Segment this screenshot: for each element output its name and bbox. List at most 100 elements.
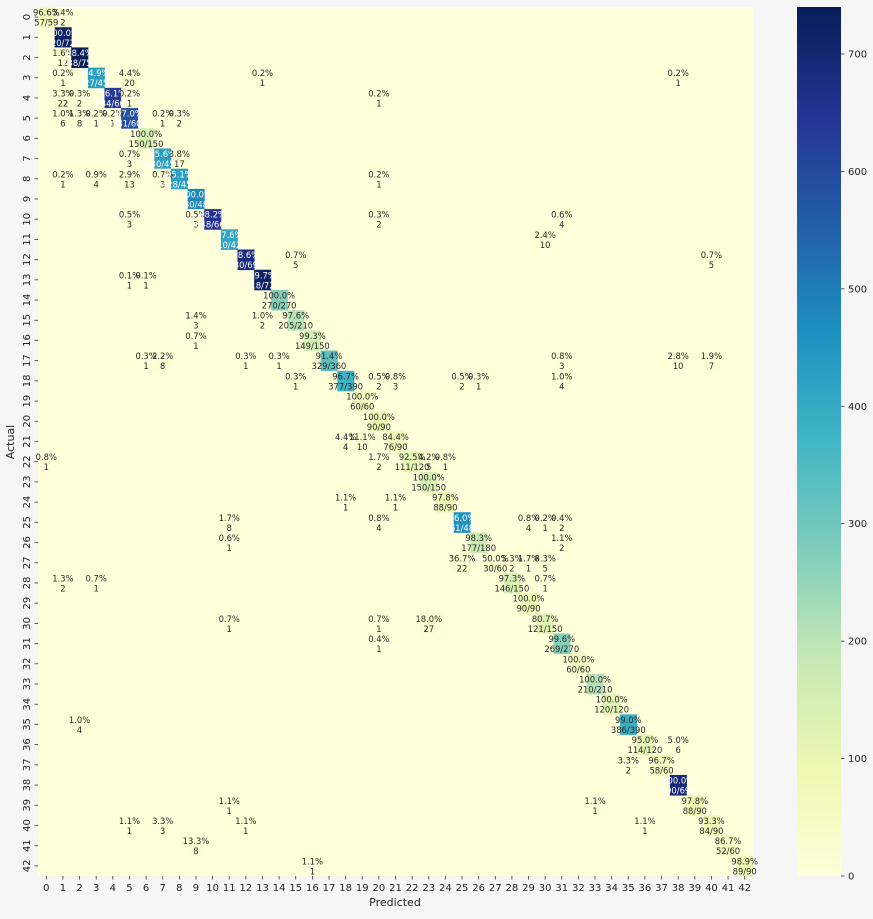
cell-percent-label: 0.3% [268,351,289,361]
cell-percent-label: 98.6% [233,250,260,260]
cell-count-label: 3 [193,220,198,230]
cell-percent-label: 1.7% [518,553,539,563]
heatmap-cell [370,370,388,392]
y-tick-label: 42 [22,860,33,873]
cell-count-label: 146/150 [494,583,529,593]
cell-percent-label: 1.0% [52,109,73,119]
heatmap-cell [353,390,371,412]
heatmap-cell [187,188,205,210]
y-tick-label: 5 [22,115,33,121]
heatmap-cell [486,552,504,574]
heatmap-cell [287,310,305,331]
cell-count-label: 430/450 [145,159,180,169]
y-tick-label: 27 [22,556,33,569]
heatmap-cell [137,269,155,291]
heatmap-cell [104,87,122,109]
heatmap-cell [54,27,72,48]
x-tick-label: 4 [110,883,116,894]
colorbar-tick-label: 600 [848,167,867,178]
heatmap-cell [703,249,721,271]
cell-count-label: 1 [642,826,647,836]
cell-count-label: 2 [376,220,381,230]
heatmap-cell [619,754,638,776]
heatmap-cell [470,532,488,554]
cell-count-label: 1 [243,826,248,836]
cell-count-label: 1 [227,543,232,553]
cell-percent-label: 100.0% [579,675,611,685]
cell-percent-label: 1.1% [335,493,356,503]
cell-count-label: 1 [676,78,681,88]
x-tick-label: 30 [539,883,552,894]
cell-count-label: 410/420 [212,240,247,250]
x-tick-label: 8 [176,883,182,894]
x-tick-label: 27 [489,883,502,894]
cell-count-label: 1 [526,563,531,573]
heatmap-cell [38,451,56,473]
cell-percent-label: 0.2% [668,68,689,78]
x-tick-label: 11 [223,883,236,894]
cell-count-label: 4 [343,442,348,452]
cell-count-label: 2 [77,98,82,108]
x-tick-label: 20 [373,883,386,894]
y-tick-label: 20 [22,415,33,428]
y-tick-label: 10 [22,213,33,226]
cell-percent-label: 3.3% [501,553,522,563]
cell-count-label: 10 [357,442,368,452]
y-tick-label: 17 [22,354,33,367]
cell-count-label: 60/60 [350,402,374,412]
cell-count-label: 3 [193,321,198,331]
heatmap-cell [719,835,737,857]
cell-count-label: 1 [393,503,398,513]
y-tick-label: 7 [22,155,33,161]
x-tick-label: 38 [672,883,685,894]
cell-count-label: 581/600 [112,119,147,129]
heatmap-cell [669,774,687,796]
cell-count-label: 88/90 [683,806,707,816]
heatmap-cell [370,168,388,190]
heatmap-cell [121,108,139,129]
cell-count-label: 4 [526,523,531,533]
cell-percent-label: 5.0% [668,735,689,745]
heatmap-cell [553,633,571,655]
cell-percent-label: 0.1% [135,270,156,280]
cell-count-label: 2 [626,765,631,775]
y-tick-label: 21 [22,435,33,448]
cell-count-label: 1 [94,119,99,129]
y-tick-label: 1 [22,34,33,40]
cell-percent-label: 100.0% [662,776,694,786]
y-tick-label: 38 [22,779,33,792]
cell-count-label: 150/150 [411,482,446,492]
heatmap-cell [669,350,687,372]
cell-percent-label: 0.8% [36,452,57,462]
cell-percent-label: 0.2% [152,109,173,119]
heatmap-cell [453,512,471,533]
cell-percent-label: 1.3% [52,573,73,583]
cell-percent-label: 97.6% [282,311,309,321]
cell-count-label: 1 [310,866,315,876]
cell-percent-label: 0.7% [185,331,206,341]
cell-count-label: 5 [426,462,431,472]
cell-percent-label: 98.2% [199,210,226,220]
cell-count-label: 111/120 [395,462,430,472]
y-tick-label: 29 [22,597,33,610]
heatmap-cell [54,47,72,69]
heatmap-cell [636,734,654,756]
cell-percent-label: 96.6% [33,8,60,18]
cell-count-label: 3 [127,159,132,169]
cell-percent-label: 97.3% [499,573,526,583]
cell-percent-label: 0.8% [551,351,572,361]
cell-count-label: 150/150 [129,139,164,149]
heatmap-cell [686,795,704,816]
cell-percent-label: 0.5% [185,210,206,220]
cell-count-label: 13 [124,179,135,189]
x-tick-label: 13 [256,883,269,894]
cell-count-label: 1 [60,179,65,189]
cell-count-label: 22 [457,563,468,573]
cell-count-label: 1 [376,98,381,108]
cell-count-label: 269/270 [544,644,579,654]
x-tick-label: 39 [688,883,701,894]
cell-count-label: 2 [60,18,65,28]
cell-count-label: 680/690 [228,260,263,270]
heatmap-cell [370,512,388,533]
x-tick-label: 26 [472,883,485,894]
